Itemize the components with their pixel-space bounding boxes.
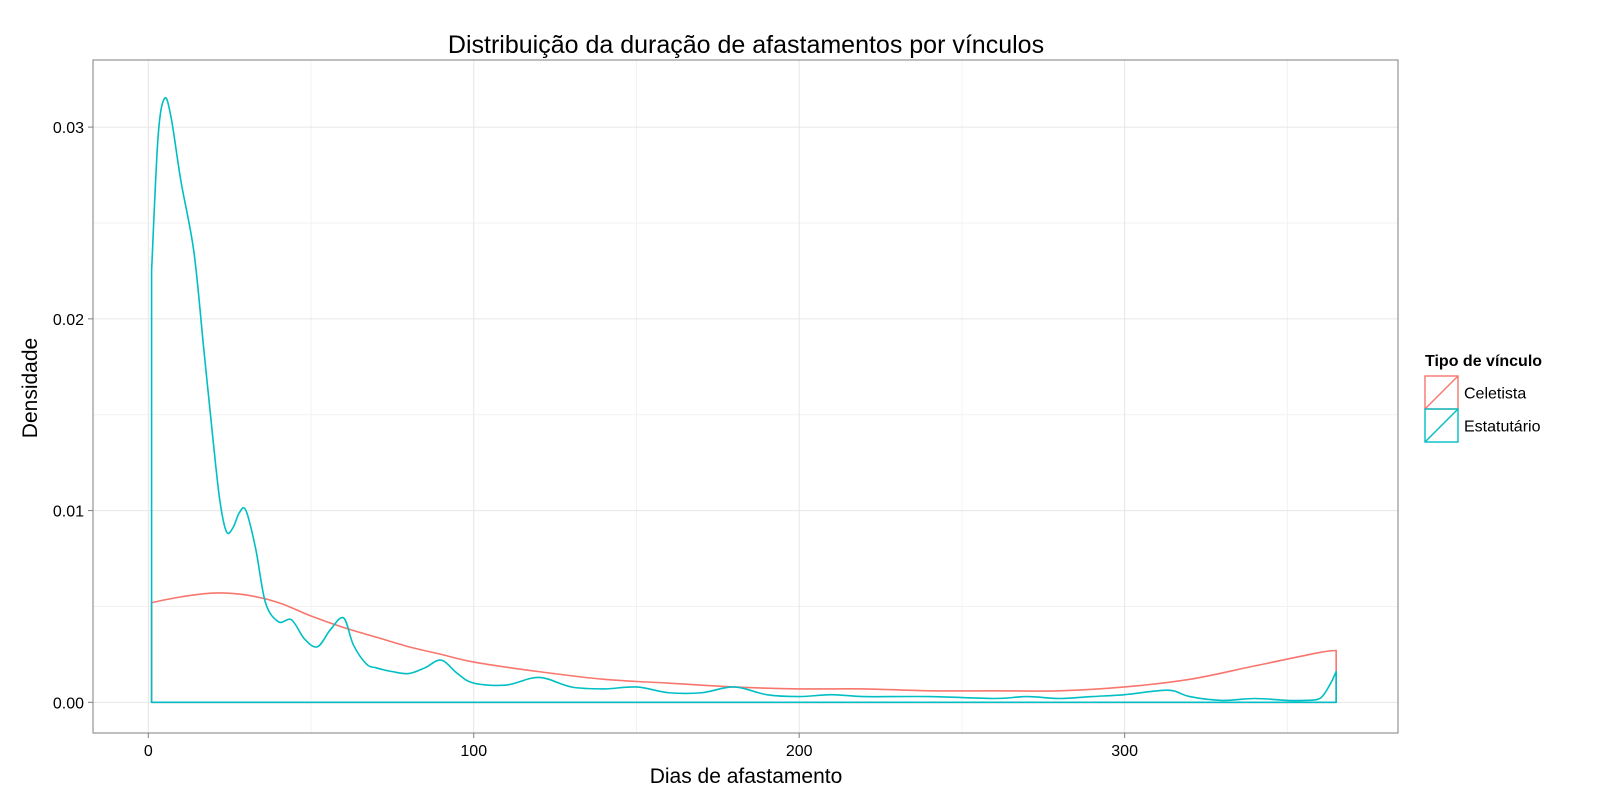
y-axis: 0.00 0.01 0.02 0.03	[53, 120, 93, 712]
series-layer	[150, 96, 1337, 704]
legend-label-celetista: Celetista	[1464, 386, 1526, 403]
y-tick-label: 0.02	[53, 312, 84, 329]
y-tick-label: 0.03	[53, 120, 84, 137]
y-axis-title: Densidade	[19, 338, 42, 438]
legend-key-diagonal-estatutario	[1424, 408, 1459, 443]
legend-key-estatutario	[1424, 408, 1459, 443]
x-tick-label: 100	[460, 743, 487, 760]
legend-title: Tipo de vínculo	[1425, 353, 1542, 370]
legend-key-diagonal-celetista	[1424, 375, 1459, 410]
y-tick-label: 0.00	[53, 695, 84, 712]
grid-major-lines	[93, 60, 1398, 733]
y-tick-label: 0.01	[53, 504, 84, 521]
grid-minor-lines	[93, 60, 1398, 733]
legend: Tipo de vínculo Celetista Estatutário	[1424, 353, 1542, 443]
plot-panel-border	[92, 59, 1399, 734]
density-outline-celetista	[150, 592, 1337, 704]
x-axis-title: Dias de afastamento	[650, 765, 843, 788]
x-axis: 0 100 200 300	[144, 733, 1138, 760]
chart-title: Distribuição da duração de afastamentos …	[448, 31, 1044, 59]
x-tick-label: 0	[144, 743, 153, 760]
x-tick-label: 200	[786, 743, 813, 760]
density-outline-estatutario	[150, 96, 1337, 704]
x-tick-label: 300	[1111, 743, 1138, 760]
legend-label-estatutario: Estatutário	[1464, 419, 1541, 436]
